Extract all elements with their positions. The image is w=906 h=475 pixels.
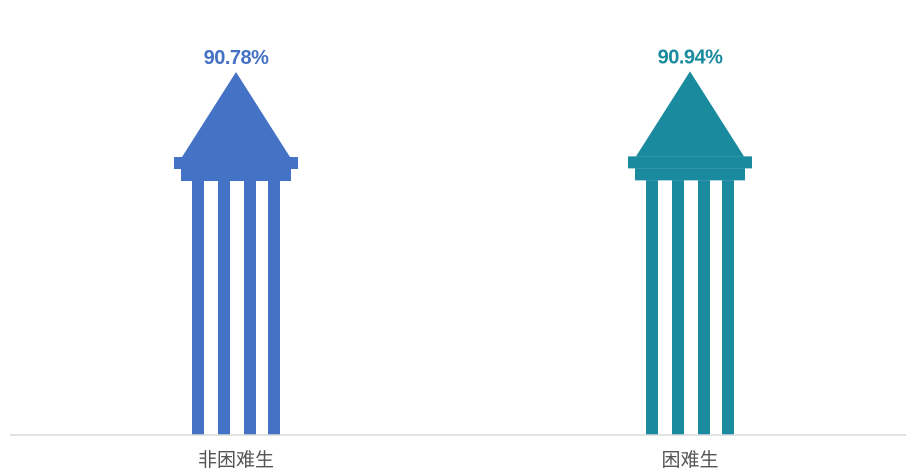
bar-column (268, 181, 280, 435)
bar-roof (636, 71, 744, 157)
bar-non-difficult (174, 72, 298, 435)
category-tick-label: 非困难生 (198, 449, 274, 471)
bar-cap (628, 156, 752, 169)
bar-column (244, 181, 256, 435)
category-tick-label: 困难生 (661, 449, 718, 471)
bar-column (218, 181, 230, 435)
bar-column (672, 180, 684, 435)
bar-column (698, 180, 710, 435)
bar-cap (174, 157, 298, 169)
data-label: 90.94% (658, 46, 724, 68)
bar-column (646, 180, 658, 435)
bar-roof (182, 72, 290, 157)
data-label: 90.78% (204, 47, 270, 69)
bar-slab (635, 168, 745, 181)
bar-column (722, 180, 734, 435)
bar-difficult (628, 71, 752, 435)
labels-layer: 90.78% 非困难生 90.94% 困难生 (198, 46, 724, 471)
bars-layer (174, 71, 752, 435)
bar-slab (181, 169, 291, 181)
bar-column (192, 181, 204, 435)
